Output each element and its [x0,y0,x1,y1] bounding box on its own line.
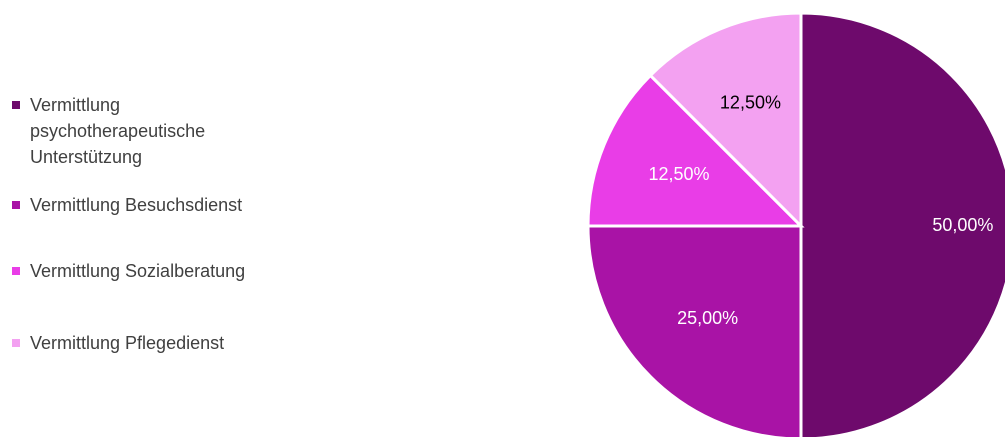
legend-swatch [12,267,20,275]
legend-label: Vermittlung Sozialberatung [30,261,246,281]
data-label: 12,50% [720,93,781,113]
legend-item: Vermittlung Sozialberatung [12,258,290,284]
legend-label: Vermittlung psychotherapeutische Unterst… [30,95,206,167]
legend-swatch [12,201,20,209]
pie-slice [586,224,803,437]
legend: Vermittlung psychotherapeutische Unterst… [12,92,392,356]
legend-swatch [12,101,20,109]
legend-item: Vermittlung Pflegedienst [12,330,290,356]
data-label: 25,00% [677,308,738,328]
pie-slice [586,73,805,228]
data-label: 12,50% [648,164,709,184]
legend-item: Vermittlung psychotherapeutische Unterst… [12,92,290,170]
legend-swatch [12,339,20,347]
legend-label: Vermittlung Besuchsdienst [30,195,243,215]
legend-item: Vermittlung Besuchsdienst [12,192,290,218]
data-label: 50,00% [932,215,993,235]
pie-slice [648,11,803,230]
pie-slice [799,11,1005,437]
legend-label: Vermittlung Pflegedienst [30,333,225,353]
